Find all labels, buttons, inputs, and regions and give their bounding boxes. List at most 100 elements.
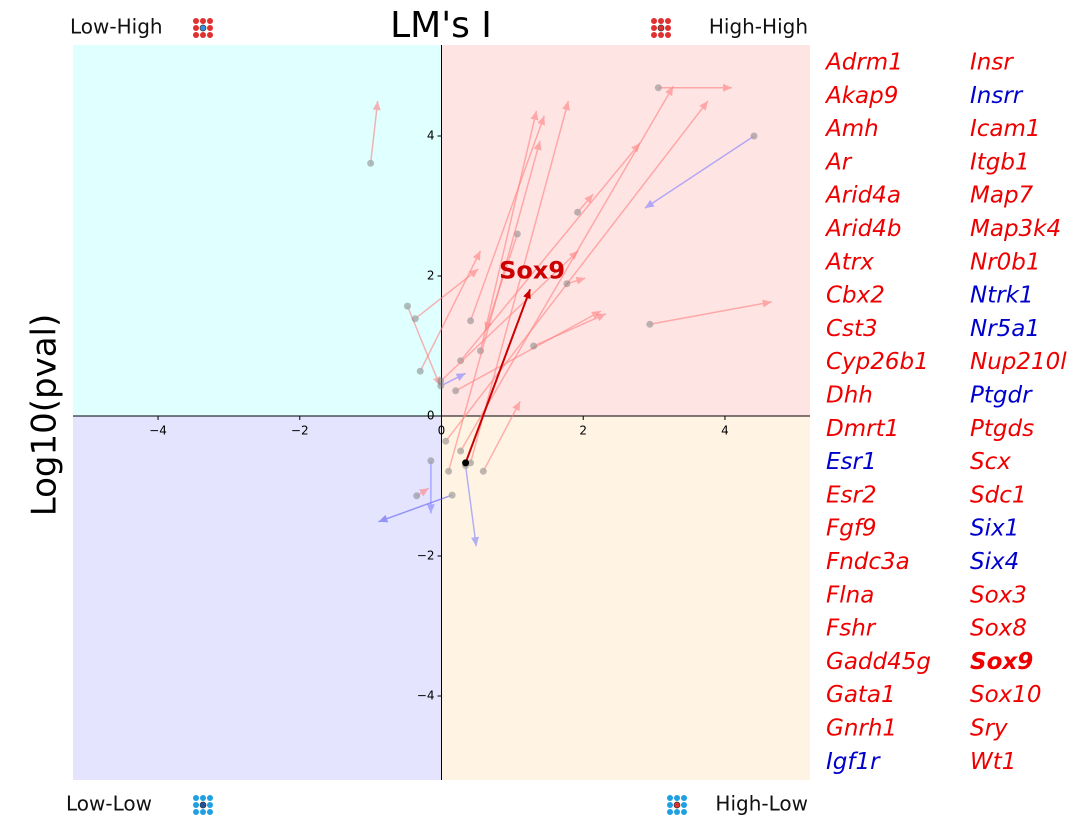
- arrow-shaft: [445, 100, 709, 442]
- gene-label: Akap9: [824, 83, 898, 109]
- gene-label: Icam1: [970, 116, 1041, 142]
- gene-label: Dhh: [826, 383, 873, 409]
- icon-dot: [207, 795, 213, 801]
- icon-dot: [200, 32, 206, 38]
- icon-dot: [200, 18, 206, 24]
- arrow-head: [537, 115, 545, 126]
- arrow: [476, 110, 539, 355]
- gene-label: Esr1: [826, 449, 877, 475]
- icon-dot: [674, 809, 680, 815]
- arrow: [411, 268, 479, 323]
- arrow: [467, 115, 545, 325]
- arrow-start: [467, 317, 475, 325]
- arrow: [462, 288, 532, 467]
- x-tick-label: 0: [438, 424, 446, 438]
- gene-label: Nr0b1: [970, 249, 1041, 275]
- arrow-start: [457, 447, 465, 455]
- arrow-start: [646, 320, 654, 328]
- gene-label: Insr: [970, 50, 1014, 76]
- arrow: [479, 400, 521, 475]
- icon-dot: [651, 25, 657, 31]
- arrow-shaft: [419, 250, 482, 372]
- arrow-label: Sox9: [499, 256, 565, 284]
- arrow-head: [512, 401, 521, 412]
- arrow-start: [462, 459, 470, 467]
- arrow-start: [427, 457, 435, 465]
- icon-dot: [673, 801, 681, 809]
- gene-label: Cyp26b1: [826, 349, 929, 375]
- arrow-start: [530, 342, 538, 350]
- icon-dot: [651, 18, 657, 24]
- arrow: [457, 85, 674, 455]
- gene-label: Ptgdr: [970, 383, 1033, 409]
- arrow: [437, 250, 579, 385]
- arrow-shaft: [469, 100, 570, 464]
- icon-dot: [667, 795, 673, 801]
- arrow-start: [413, 492, 421, 500]
- arrow-shaft: [369, 100, 379, 164]
- gene-label: Sox9: [970, 649, 1033, 675]
- y-axis-label: Log10(pval): [25, 314, 65, 517]
- arrow-start: [563, 280, 571, 288]
- y-tick-label: 0: [427, 409, 435, 423]
- arrow-shaft: [455, 310, 602, 392]
- gene-label: Igf1r: [826, 749, 881, 775]
- arrow-head: [584, 194, 594, 204]
- quadrant-label: High-Low: [715, 792, 808, 816]
- arrow-start: [445, 467, 453, 475]
- arrow: [442, 100, 709, 445]
- arrow-shaft: [406, 305, 441, 387]
- gene-label: Adrm1: [824, 50, 903, 76]
- gene-label: Sox10: [970, 682, 1042, 708]
- gene-label: Ntrk1: [970, 283, 1034, 309]
- arrow: [530, 313, 607, 350]
- arrow: [367, 100, 381, 167]
- arrow-shaft: [464, 288, 532, 464]
- icon-dot: [207, 802, 213, 808]
- icon-dot: [193, 802, 199, 808]
- icon-dot: [193, 795, 199, 801]
- gene-label: Fgf9: [826, 516, 877, 542]
- icon-dot: [681, 795, 687, 801]
- arrow-head: [468, 269, 479, 278]
- gene-label: Cbx2: [826, 283, 885, 309]
- arrow: [403, 302, 441, 387]
- arrow-head: [455, 373, 466, 381]
- gene-label: Cst3: [826, 316, 878, 342]
- quadrant: [73, 45, 442, 416]
- arrow-start: [411, 315, 419, 323]
- gene-label: Nr5a1: [970, 316, 1040, 342]
- gene-label: Sdc1: [970, 482, 1026, 508]
- arrow-shaft: [440, 250, 579, 382]
- gene-label: Ptgds: [970, 416, 1034, 442]
- gene-label: Gadd45g: [826, 649, 931, 675]
- gene-label: Gata1: [826, 682, 896, 708]
- arrow: [574, 193, 594, 216]
- arrow-head: [432, 376, 441, 386]
- arrow-shaft: [649, 301, 772, 326]
- gene-label: Atrx: [824, 249, 874, 275]
- gene-label: Dmrt1: [826, 416, 899, 442]
- arrow-head: [426, 504, 435, 514]
- arrow: [644, 132, 758, 209]
- gene-label: Esr2: [826, 482, 877, 508]
- icon-dot: [193, 25, 199, 31]
- x-tick-label: −2: [291, 424, 309, 438]
- arrow-start: [457, 357, 465, 365]
- quadrant-label: High-High: [709, 15, 808, 39]
- arrow-start: [574, 208, 582, 216]
- gene-label: Sox8: [970, 616, 1027, 642]
- arrow-start: [437, 377, 445, 385]
- icon-dot: [651, 32, 657, 38]
- arrow-start: [654, 84, 662, 92]
- icon-dot: [665, 32, 671, 38]
- arrow-head: [568, 250, 579, 260]
- icon-dot: [674, 795, 680, 801]
- arrow-start: [750, 132, 758, 140]
- arrow-head: [644, 199, 655, 209]
- icon-dot: [665, 18, 671, 24]
- arrow: [437, 372, 466, 390]
- icon-dot: [207, 32, 213, 38]
- arrow: [426, 457, 435, 514]
- y-tick-label: 2: [427, 269, 435, 283]
